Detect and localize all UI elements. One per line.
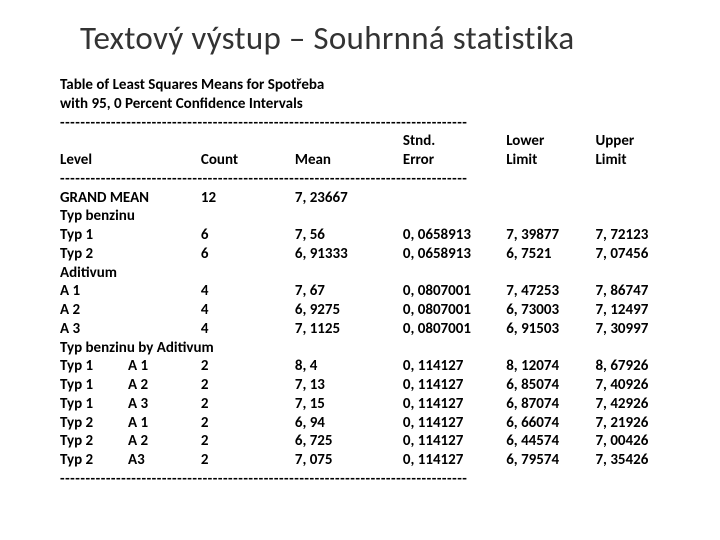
divider-top: ----------------------------------------… [60, 114, 680, 133]
table-row: Typ benzinu by Aditivum [60, 339, 680, 358]
table-block: Table of Least Squares Means for Spotřeb… [60, 76, 680, 489]
header-row-1: Stnd. Lower Upper [60, 132, 680, 151]
col-limit-up: Limit [595, 151, 680, 170]
table-row: A 147, 670, 08070017, 472537, 86747 [60, 282, 680, 301]
table-row: Typ 1A 327, 150, 1141276, 870747, 42926 [60, 395, 680, 414]
col-stnd: Stnd. [403, 132, 506, 151]
table-row: Typ 2A 126, 940, 1141276, 660747, 21926 [60, 414, 680, 433]
table-row: Aditivum [60, 264, 680, 283]
col-count: Count [201, 151, 295, 170]
header-line-1: Table of Least Squares Means for Spotřeb… [60, 76, 680, 95]
table-row: Typ 1A 128, 40, 1141278, 120748, 67926 [60, 357, 680, 376]
table-row: A 246, 92750, 08070016, 730037, 12497 [60, 301, 680, 320]
table-row: Typ 2A327, 0750, 1141276, 795747, 35426 [60, 451, 680, 470]
col-upper: Upper [595, 132, 680, 151]
col-level: Level [60, 151, 201, 170]
header-line-2: with 95, 0 Percent Confidence Intervals [60, 95, 680, 114]
table-row: Typ 167, 560, 06589137, 398777, 72123 [60, 226, 680, 245]
table-row: Typ 1A 227, 130, 1141276, 850747, 40926 [60, 376, 680, 395]
divider-mid: ----------------------------------------… [60, 170, 680, 189]
col-limit-low: Limit [506, 151, 595, 170]
col-error: Error [403, 151, 506, 170]
table-row: A 347, 11250, 08070016, 915037, 30997 [60, 320, 680, 339]
table-row: Typ 2A 226, 7250, 1141276, 445747, 00426 [60, 432, 680, 451]
table-row: GRAND MEAN127, 23667 [60, 189, 680, 208]
col-lower: Lower [506, 132, 595, 151]
table-row: Typ 266, 913330, 06589136, 75217, 07456 [60, 245, 680, 264]
slide-title: Textový výstup – Souhrnná statistika [80, 18, 680, 58]
divider-bottom: ----------------------------------------… [60, 470, 680, 489]
col-mean: Mean [295, 151, 403, 170]
header-row-2: Level Count Mean Error Limit Limit [60, 151, 680, 170]
table-row: Typ benzinu [60, 207, 680, 226]
